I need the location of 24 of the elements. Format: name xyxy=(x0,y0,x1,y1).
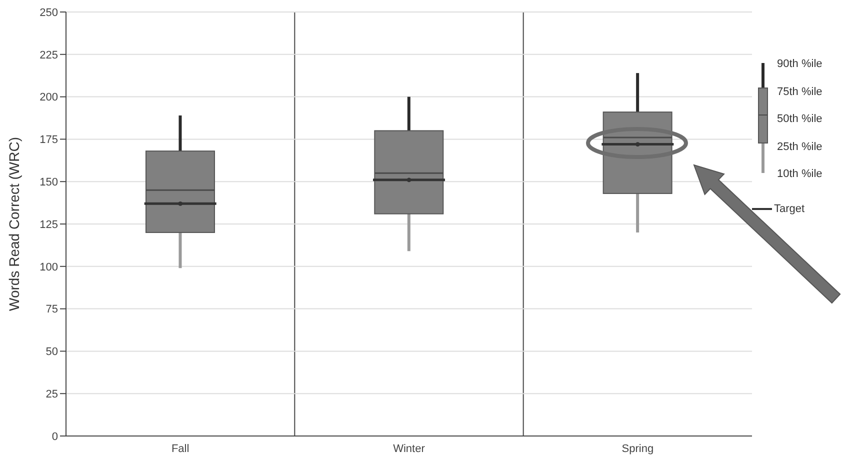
x-tick-label: Winter xyxy=(393,442,426,455)
text: 75th %ile xyxy=(777,86,822,98)
y-tick-label: 150 xyxy=(40,176,58,189)
text: 10th %ile xyxy=(777,168,822,180)
text: 25th %ile xyxy=(777,140,822,152)
y-tick-label: 25 xyxy=(46,388,58,401)
y-axis-title: Words Read Correct (WRC) xyxy=(6,137,22,311)
point xyxy=(406,178,412,182)
point xyxy=(635,142,640,146)
y-tick-label: 50 xyxy=(46,346,58,358)
y-tick-label: 75 xyxy=(46,304,58,316)
x-tick-label: Spring xyxy=(622,442,654,455)
y-tick-label: 200 xyxy=(40,92,58,104)
y-tick-label: 250 xyxy=(40,6,58,19)
y-tick-label: 225 xyxy=(40,49,58,62)
y-tick-label: 100 xyxy=(40,261,58,274)
y-tick-label: 175 xyxy=(40,134,58,146)
x-tick-label: Fall xyxy=(171,442,190,455)
point xyxy=(178,201,183,206)
legend-label: Target xyxy=(774,203,805,215)
y-tick-label: 0 xyxy=(52,430,58,443)
y-tick-label: 125 xyxy=(40,218,58,231)
text: 90th %ile xyxy=(777,58,822,70)
text: 50th %ile xyxy=(777,113,822,125)
